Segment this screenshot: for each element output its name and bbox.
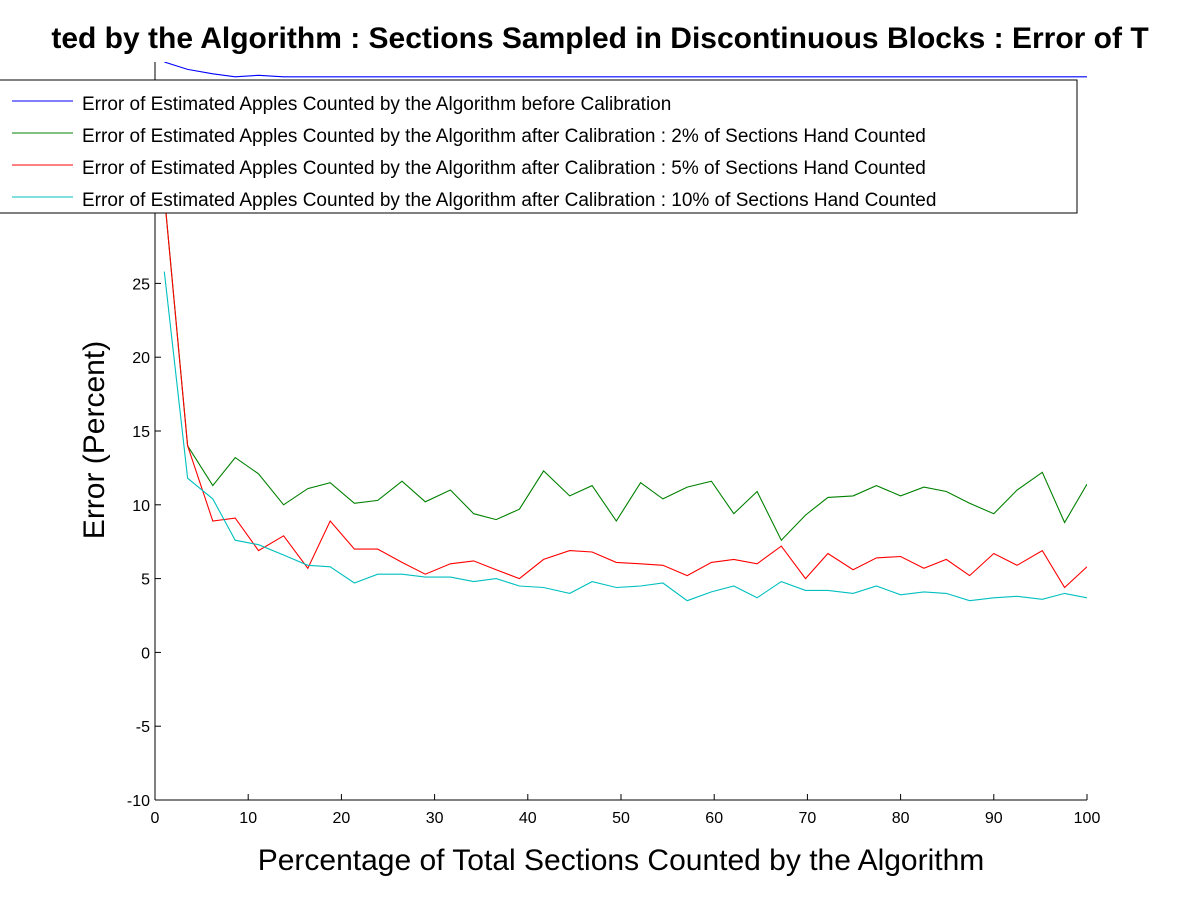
series-line-3 [163, 194, 1087, 589]
y-tick-label: 0 [141, 645, 150, 662]
plot-area: 0 10 20 30 40 50 60 70 80 90 100 -10 -5 0 5 10 15 20 25 [127, 62, 1101, 827]
x-axis-title: Percentage of Total Sections Counted by … [258, 844, 985, 877]
y-tick-label: 20 [132, 350, 150, 367]
legend-label: Error of Estimated Apples Counted by the… [82, 126, 926, 147]
x-tick-label: 30 [426, 810, 444, 827]
series-line-1 [164, 62, 1087, 78]
x-axis-ticks: 0 10 20 30 40 50 60 70 80 90 100 [151, 794, 1101, 827]
x-tick-label: 90 [985, 810, 1003, 827]
x-tick-label: 40 [519, 810, 537, 827]
y-axis-ticks: -10 -5 0 5 10 15 20 25 [127, 276, 161, 810]
y-tick-label: 15 [132, 424, 150, 441]
legend-box [0, 79, 1078, 214]
legend-entry-3: Error of Estimated Apples Counted by the… [12, 158, 926, 179]
x-tick-label: 0 [151, 810, 160, 827]
y-tick-label: 5 [141, 572, 150, 589]
y-tick-label: -5 [136, 719, 150, 736]
y-tick-label: 10 [132, 498, 150, 515]
x-tick-label: 50 [612, 810, 630, 827]
x-tick-label: 10 [239, 810, 257, 827]
legend-entry-1: Error of Estimated Apples Counted by the… [12, 94, 671, 115]
x-tick-label: 60 [705, 810, 723, 827]
x-tick-label: 80 [892, 810, 910, 827]
legend-label: Error of Estimated Apples Counted by the… [82, 158, 926, 179]
legend: Error of Estimated Apples Counted by the… [0, 79, 1078, 214]
series-line-4 [163, 271, 1087, 602]
legend-entry-2: Error of Estimated Apples Counted by the… [12, 126, 926, 147]
y-tick-label: -10 [127, 793, 150, 810]
legend-entry-4: Error of Estimated Apples Counted by the… [12, 190, 936, 211]
chart-title: ted by the Algorithm : Sections Sampled … [51, 22, 1148, 55]
x-tick-label: 20 [333, 810, 351, 827]
legend-entries: Error of Estimated Apples Counted by the… [12, 94, 936, 211]
series-line-2 [163, 194, 1087, 542]
y-axis-title: Error (Percent) [78, 341, 111, 539]
x-tick-label: 100 [1074, 810, 1101, 827]
series-group [163, 62, 1087, 602]
x-tick-label: 70 [799, 810, 817, 827]
legend-label: Error of Estimated Apples Counted by the… [82, 94, 671, 115]
y-tick-label: 25 [132, 276, 150, 293]
legend-label: Error of Estimated Apples Counted by the… [82, 190, 936, 211]
